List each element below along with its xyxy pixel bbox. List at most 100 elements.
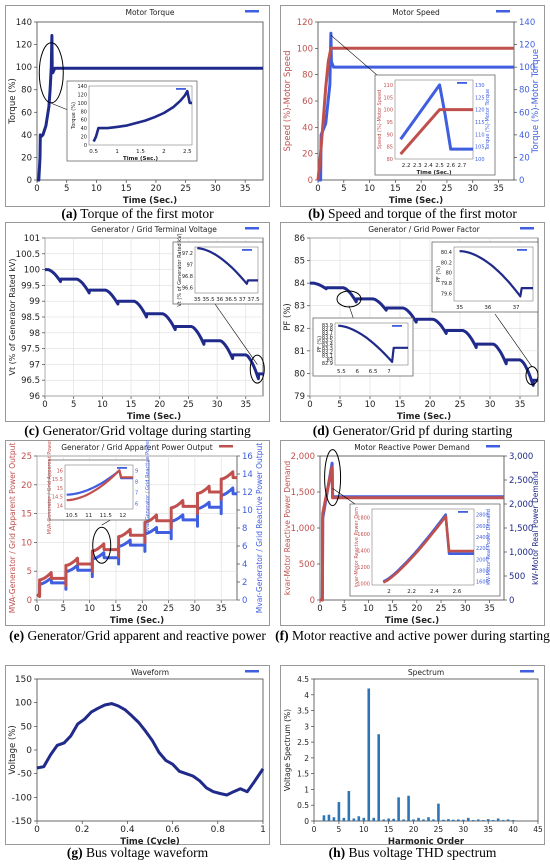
x-tick-label: 10 [365,400,376,410]
inset-y-tick-label: 83.6 [322,334,333,340]
inset-y-tick-label: 80 [387,157,393,163]
inset-y2-tick-label: 8 [135,480,138,486]
chart-title: Motor Reactive Power Demand [354,443,470,452]
spectrum-bar [422,819,425,821]
inset-y-axis-label: PF (%) [317,336,323,352]
chart-b: Motor Speed 0 5 10 15 20 25 30 35 0 20 40 60 80 100 120… [280,5,545,207]
series-voltage-waveform [36,702,265,797]
y2-tick-label: 2 [242,578,247,588]
x-tick-label: 35 [484,604,495,614]
x-tick-label: 0.4 [120,825,135,835]
spectrum-bar [457,819,460,821]
x-tick-label: 30 [485,400,496,410]
x-tick-label: 0 [312,825,317,834]
y-tick-label: 50 [21,722,33,732]
inset-x-tick-label: 11 [85,513,92,519]
x-tick-label: 30 [212,400,223,410]
spectrum-bar [387,818,390,821]
y2-tick-label: 14 [242,470,253,480]
x-axis-label: Time (Cycle) [120,837,180,845]
x-axis-label: Time (Sec.) [385,616,439,626]
inset-legend-marker [457,82,467,84]
spectrum-bar [462,819,465,821]
inset-y-axis-label: Speed (%)-Motor Speed [377,90,383,149]
x-tick-label: 5 [71,400,76,410]
caption-c: (c) Generator/Grid voltage during starti… [24,423,251,438]
y2-tick-label: 40 [519,131,530,141]
spectrum-bar [372,817,376,821]
y-tick-label: 80 [302,71,313,81]
y-tick-label: 101 [24,234,40,244]
y2-tick-label: 140 [519,18,535,28]
x-axis-label: Time (Sec.) [127,412,181,422]
y2-tick-label: 120 [519,41,535,51]
y-tick-label: 0.5 [297,801,309,810]
inset-x-tick-label: 2.5 [183,149,192,155]
x-tick-label: 25 [183,400,194,410]
spectrum-bar [432,819,435,821]
y-tick-label: 100 [297,44,313,54]
y2-tick-label: 16 [242,452,253,462]
inset-x-tick-label: 36 [216,297,223,303]
inset-y-tick-label: 96.6 [182,285,193,291]
y-tick-label: 40 [302,123,313,133]
inset-y-tick-label: 100 [77,101,87,107]
inset-y-tick-label: 80.4 [441,250,452,256]
inset-y-tick-label: 83.5 [322,338,333,344]
inset-y2-tick-label: 125 [475,95,485,101]
x-tick-label: 5 [61,604,66,614]
inset-y-tick-label: 1400 [357,548,370,554]
chart-title: Spectrum [408,668,444,677]
y-tick-label: 100 [24,266,40,276]
x-tick-label: 20 [416,184,427,194]
x-tick-label: 35 [483,825,493,834]
inset-plot-area [88,85,193,146]
spectrum-bar [447,819,450,821]
spectrum-bar [397,797,400,821]
inset-y-axis-label: MVA-Generator / Grid Apparent Power [47,440,53,534]
inset-x-tick-label: 11.5 [100,513,113,519]
inset-series-voltage [197,247,258,285]
y-tick-label: 2,000 [291,452,315,462]
y-tick-label: 99.5 [21,281,40,291]
inset-plot-area [371,508,475,586]
inset-legend-marker [117,467,127,469]
x-tick-label: 25 [455,400,466,410]
x-tick-label: 20 [151,184,162,194]
y-tick-label: 2 [304,754,309,763]
x-tick-label: 5 [64,184,69,194]
y-tick-label: 98.5 [21,313,40,323]
legend-marker [486,445,500,448]
inset-x-tick-label: 36.5 [225,297,238,303]
zoom-pointer [214,303,258,365]
caption-e: (e) Generator/Grid apparent and reactive… [9,628,266,643]
inset-x-tick-label: 37 [239,297,246,303]
y-axis-label: Voltage (%) [8,725,18,774]
y-tick-label: 86 [294,234,305,244]
y2-tick-label: 0 [509,596,514,606]
inset-x-tick-label: 5.5 [337,369,346,375]
x-tick-label: 30 [210,184,221,194]
spectrum-bar [467,817,470,821]
y-tick-label: -100 [12,793,33,803]
x-axis-label: Time (Sec.) [123,196,177,206]
inset-x-tick-label: 10.5 [66,513,79,519]
plot-area [36,678,264,822]
y-tick-label: 99 [29,297,40,307]
x-tick-label: 15 [384,825,394,834]
inset-y-axis-label: kvar-Motor Reactive Power Dem [354,507,360,587]
inset-series-pf [338,324,408,363]
y-tick-label: 96 [29,392,40,402]
inset-plot-area [194,246,259,294]
inset-y-tick-label: 80 [81,109,87,115]
inset-y-tick-label: 79.6 [441,291,452,297]
zoom-pointer [494,313,533,367]
y-tick-label: 100 [15,699,32,709]
x-tick-label: 5 [341,184,346,194]
inset-y-tick-label: 83.9 [322,323,333,329]
y-tick-label: 100.5 [16,250,40,260]
y-tick-label: 85 [294,257,305,267]
inset-y2-tick-label: 100 [475,157,485,163]
